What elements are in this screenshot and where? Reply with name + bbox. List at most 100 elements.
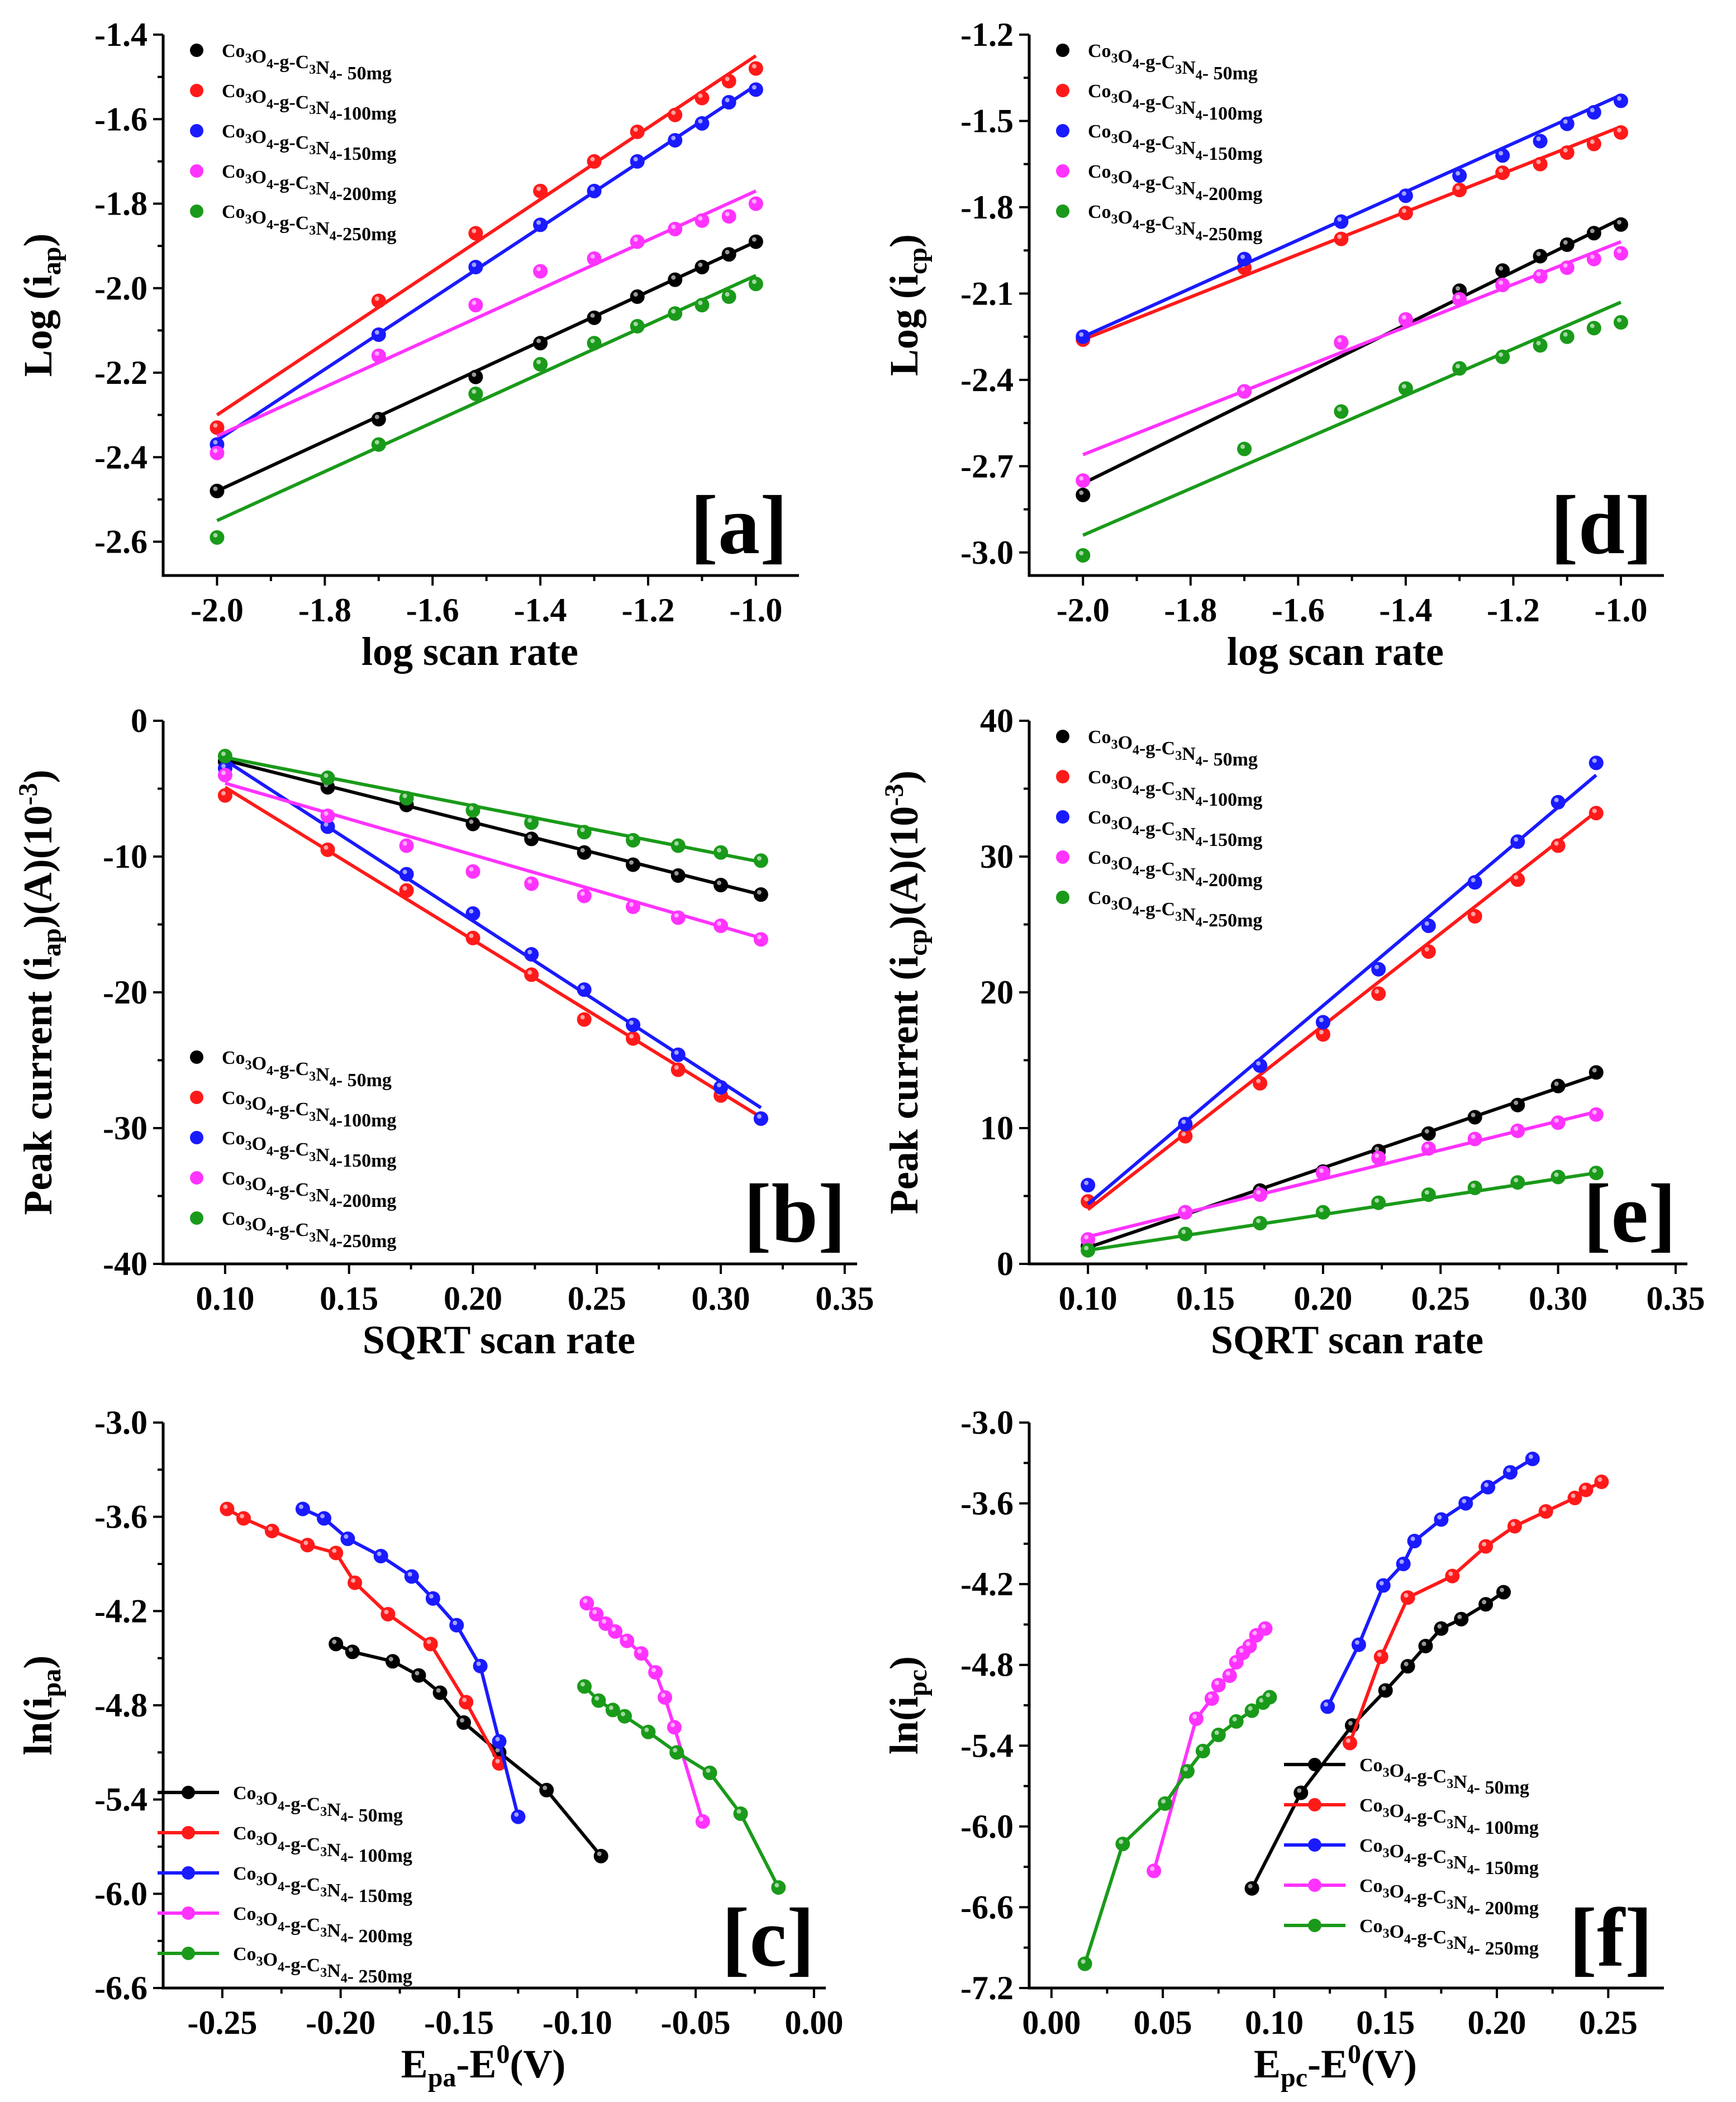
legend-marker: [1056, 124, 1069, 137]
data-point-highlight: [1319, 1030, 1324, 1035]
legend-label: Co3O4-g-C3N4- 50mg: [222, 1048, 392, 1091]
data-point-highlight: [1554, 1118, 1559, 1123]
data-point-highlight: [1079, 490, 1084, 495]
data-point: [217, 788, 232, 803]
data-point: [1253, 1216, 1268, 1231]
data-point: [1510, 1175, 1525, 1190]
series-1: [1081, 1065, 1604, 1254]
panel-label: [f]: [1569, 1891, 1653, 1984]
x-tick-label: -0.20: [306, 2004, 375, 2041]
x-tick-label: -1.6: [406, 592, 459, 629]
data-point-highlight: [472, 301, 477, 305]
data-point-highlight: [320, 1514, 325, 1519]
data-point-highlight: [633, 237, 638, 242]
data-point: [1613, 93, 1628, 108]
panel-label: [c]: [722, 1891, 815, 1984]
data-point: [533, 356, 548, 372]
data-point: [1076, 548, 1091, 563]
data-point-highlight: [388, 1657, 393, 1662]
data-point: [524, 815, 539, 830]
series-1: [1076, 217, 1628, 502]
data-point: [320, 809, 335, 824]
legend-label: Co3O4-g-C3N4- 50mg: [222, 41, 392, 84]
fit-line: [1087, 773, 1597, 1206]
data-point: [465, 930, 481, 945]
data-point: [721, 74, 736, 89]
y-tick-label: -5.4: [960, 1727, 1014, 1764]
data-point-highlight: [1424, 1190, 1429, 1195]
series-line: [226, 1507, 501, 1765]
data-point-highlight: [1554, 797, 1559, 802]
data-point: [320, 842, 335, 857]
data-point: [1229, 1714, 1244, 1729]
y-tick-label: -3.0: [94, 1404, 148, 1441]
data-point: [630, 289, 645, 304]
data-point: [1510, 1097, 1525, 1112]
data-point: [1211, 1728, 1226, 1743]
data-point: [1188, 1711, 1204, 1727]
legend-label: Co3O4-g-C3N4-150mg: [1088, 121, 1262, 164]
x-tick-label: 0.25: [1579, 2004, 1638, 2041]
data-point-highlight: [590, 156, 595, 161]
data-point: [1502, 1465, 1518, 1480]
data-point-highlight: [1374, 1147, 1380, 1152]
data-point: [587, 154, 602, 169]
series-3: [217, 758, 768, 1126]
x-tick-label: 0.10: [1245, 2004, 1304, 2041]
data-point: [695, 213, 710, 228]
x-axis-title: SQRT scan rate: [1211, 1318, 1483, 1362]
series-1: [210, 234, 763, 498]
data-point-highlight: [1248, 1706, 1253, 1711]
data-point: [591, 1693, 606, 1708]
data-point-highlight: [1239, 1648, 1244, 1653]
data-point: [432, 1685, 448, 1700]
data-point-highlight: [590, 254, 595, 259]
data-point: [1452, 183, 1467, 198]
data-point-highlight: [415, 1671, 420, 1676]
data-point-highlight: [717, 921, 722, 926]
legend-marker: [1308, 1758, 1321, 1771]
y-tick-label: 10: [980, 1110, 1014, 1147]
x-tick-label: 0.25: [568, 1280, 626, 1317]
data-point: [465, 906, 481, 921]
data-point: [1538, 1504, 1553, 1519]
data-point: [1315, 1027, 1330, 1042]
panel-c: -0.25 -0.20 -0.15 -0.10 -0.05 0.00 -6.6 -6.0 -5.…: [16, 1404, 843, 2093]
data-point: [1421, 1141, 1436, 1156]
data-point: [587, 251, 602, 266]
data-point-highlight: [629, 902, 634, 907]
data-point: [1237, 251, 1252, 267]
data-point: [608, 1624, 623, 1639]
axis-frame: [1028, 35, 1664, 577]
data-point-highlight: [757, 935, 762, 940]
y-tick-label: -4.8: [960, 1647, 1014, 1683]
data-point: [1076, 487, 1091, 502]
data-point: [1452, 361, 1467, 376]
legend-label: Co3O4-g-C3N4- 50mg: [1359, 1755, 1529, 1798]
data-point-highlight: [536, 186, 541, 191]
data-point-highlight: [1181, 1131, 1186, 1136]
legend-label: Co3O4-g-C3N4-250mg: [1088, 202, 1262, 245]
data-point: [626, 899, 641, 914]
data-point-highlight: [1381, 1686, 1386, 1691]
data-point: [1458, 1496, 1473, 1511]
data-point-highlight: [1536, 251, 1541, 256]
data-point: [1293, 1785, 1309, 1800]
x-tick-label: -0.10: [543, 2004, 612, 2041]
data-point: [468, 386, 483, 401]
data-point-highlight: [1536, 272, 1541, 277]
data-point-highlight: [1499, 151, 1504, 156]
series-3: [210, 82, 763, 452]
data-point-highlight: [1248, 1884, 1253, 1889]
legend: Co3O4-g-C3N4- 50mgCo3O4-g-C3N4-100mgCo3O…: [1056, 41, 1262, 245]
data-point-highlight: [629, 860, 634, 865]
data-point-highlight: [1214, 1680, 1219, 1685]
data-point: [1467, 1110, 1482, 1125]
data-point-highlight: [1424, 921, 1429, 926]
y-tick-label: -4.2: [94, 1592, 148, 1629]
data-point-highlight: [1590, 139, 1595, 144]
data-point-highlight: [608, 1705, 613, 1710]
data-point: [714, 918, 729, 933]
